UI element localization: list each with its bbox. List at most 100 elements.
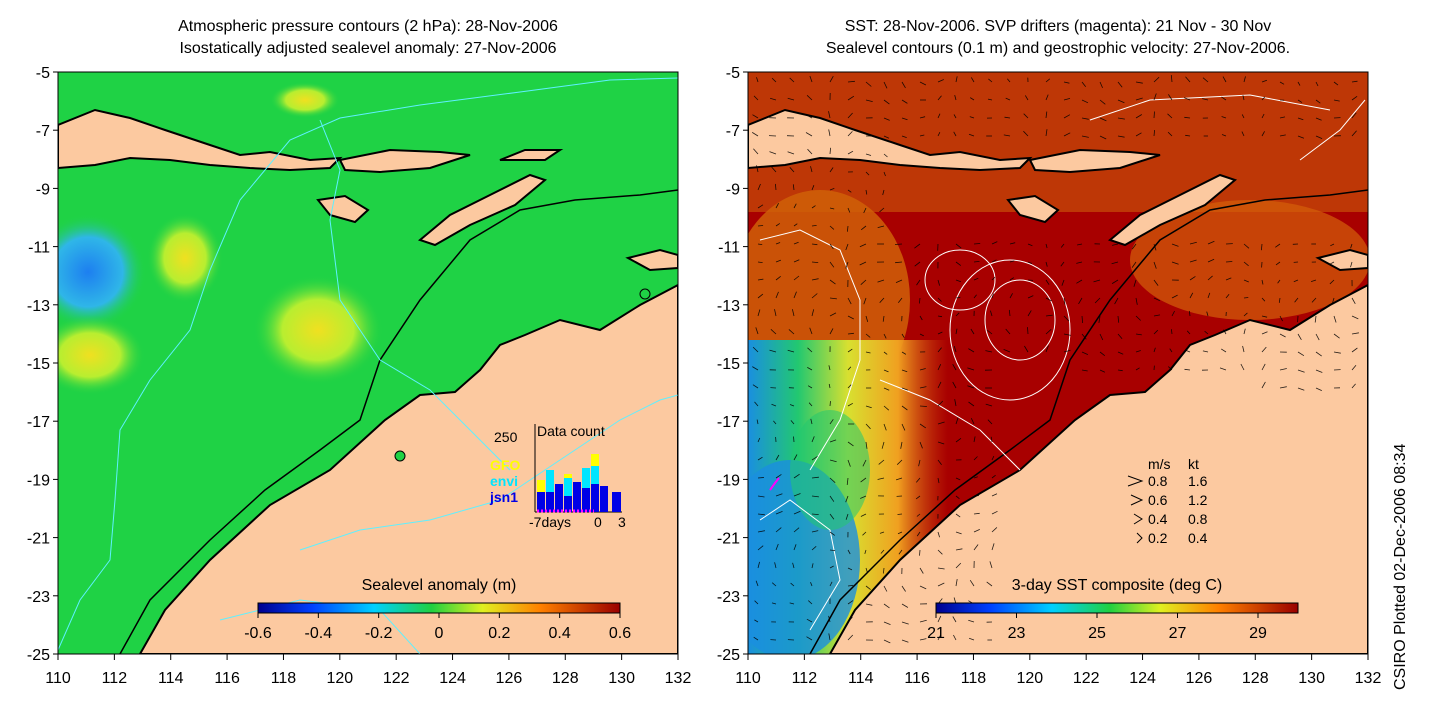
velocity-arrow [757, 243, 763, 245]
y-tick-label: -7 [726, 123, 740, 140]
velocity-arrow [1225, 293, 1230, 299]
right-sealevel-contour [879, 379, 1021, 471]
colorbar-tick-label: 29 [1249, 625, 1267, 642]
velocity-arrow [1153, 93, 1157, 101]
velocity-arrow [829, 439, 837, 443]
velocity-arrow [828, 383, 831, 389]
inset-xtick-end: 3 [618, 514, 626, 530]
colorbar-tick-label: -0.2 [365, 625, 393, 642]
velocity-arrow [860, 513, 867, 517]
velocity-arrow [901, 405, 908, 411]
velocity-arrow [865, 351, 871, 354]
velocity-arrow [865, 405, 872, 409]
velocity-arrow [1003, 349, 1011, 353]
velocity-arrow [829, 261, 835, 268]
velocity-arrow [1220, 348, 1227, 353]
velocity-arrow [883, 171, 886, 177]
velocity-arrow [792, 562, 795, 569]
inset-bar [612, 492, 621, 512]
velocity-arrow [955, 477, 961, 481]
x-tick-label: 130 [608, 670, 635, 687]
velocity-arrow [883, 567, 885, 574]
velocity-arrow [752, 384, 759, 389]
velocity-arrow [1188, 310, 1191, 317]
velocity-arrow [1009, 277, 1015, 281]
velocity-legend-arrow [1133, 513, 1143, 525]
velocity-arrow [1076, 261, 1083, 264]
velocity-arrow [1135, 367, 1140, 371]
left-high-anomaly-4 [270, 82, 340, 118]
inset-bar [564, 496, 572, 512]
velocity-arrow [847, 616, 853, 623]
velocity-arrow [1099, 369, 1106, 373]
velocity-arrow [1225, 277, 1232, 281]
velocity-arrow [1185, 76, 1191, 83]
velocity-arrow [863, 207, 867, 214]
velocity-arrow [883, 423, 887, 431]
x-tick-label: 128 [1242, 670, 1269, 687]
velocity-arrow [1243, 243, 1250, 249]
velocity-arrow [937, 95, 942, 101]
inset-xtick-zero: 0 [594, 514, 602, 530]
x-tick-label: 120 [326, 670, 353, 687]
velocity-arrow [1315, 387, 1322, 391]
velocity-arrow [1027, 243, 1033, 247]
velocity-arrow [1099, 351, 1106, 357]
velocity-arrow [1277, 279, 1281, 284]
inset-bar [546, 492, 554, 512]
velocity-arrow [1076, 279, 1083, 284]
velocity-arrow [1278, 297, 1281, 303]
velocity-arrow [1111, 279, 1119, 284]
velocity-arrow [792, 309, 795, 317]
right-colorbar [935, 602, 1299, 614]
velocity-arrow [775, 223, 781, 227]
velocity-arrow [847, 567, 853, 571]
velocity-arrow [969, 97, 975, 101]
velocity-arrow [1171, 329, 1173, 335]
y-tick-label: -11 [28, 240, 50, 257]
left-cyan-contour-2 [299, 394, 678, 551]
velocity-arrow [973, 294, 977, 299]
velocity-arrow [937, 79, 944, 83]
velocity-legend-kt: 1.6 [1188, 473, 1208, 489]
velocity-arrow [1024, 345, 1029, 353]
velocity-arrow [1183, 97, 1191, 101]
velocity-arrow [991, 293, 994, 299]
velocity-arrow [1027, 310, 1032, 317]
velocity-arrow [1009, 260, 1015, 263]
velocity-arrow [1185, 349, 1191, 353]
velocity-arrow [752, 366, 759, 371]
velocity-arrow [1081, 333, 1087, 340]
velocity-arrow [883, 387, 890, 391]
velocity-arrow [789, 404, 795, 407]
velocity-arrow [863, 297, 867, 305]
right-y-axis: -5 -7 -9 -11 -13 -15 -17 -19 -21 -23 -25 [717, 65, 748, 664]
velocity-arrow [1207, 292, 1211, 299]
velocity-arrow [895, 279, 903, 283]
velocity-arrow [967, 385, 975, 389]
velocity-arrow [897, 297, 903, 303]
left-title-line1: Atmospheric pressure contours (2 hPa): 2… [178, 18, 558, 35]
velocity-arrow [952, 381, 957, 389]
velocity-arrow [1223, 329, 1227, 335]
velocity-arrow [1117, 99, 1125, 104]
velocity-arrow [753, 95, 759, 101]
velocity-arrow [955, 495, 960, 500]
inset-bar [546, 470, 554, 512]
velocity-arrow [900, 441, 903, 449]
velocity-arrow [1261, 243, 1263, 251]
right-flores [1028, 148, 1161, 174]
velocity-arrow [793, 223, 798, 227]
velocity-arrow [1189, 292, 1194, 299]
velocity-arrow [847, 297, 852, 305]
velocity-arrow [845, 243, 849, 251]
velocity-arrow [1279, 134, 1286, 137]
velocity-arrow [1243, 328, 1246, 335]
velocity-arrow [828, 111, 831, 119]
velocity-arrow [1279, 386, 1287, 389]
velocity-arrow [793, 436, 795, 443]
velocity-arrow [1315, 369, 1323, 373]
velocity-arrow [1027, 295, 1034, 299]
velocity-arrow [847, 150, 854, 155]
velocity-arrow [793, 544, 797, 551]
